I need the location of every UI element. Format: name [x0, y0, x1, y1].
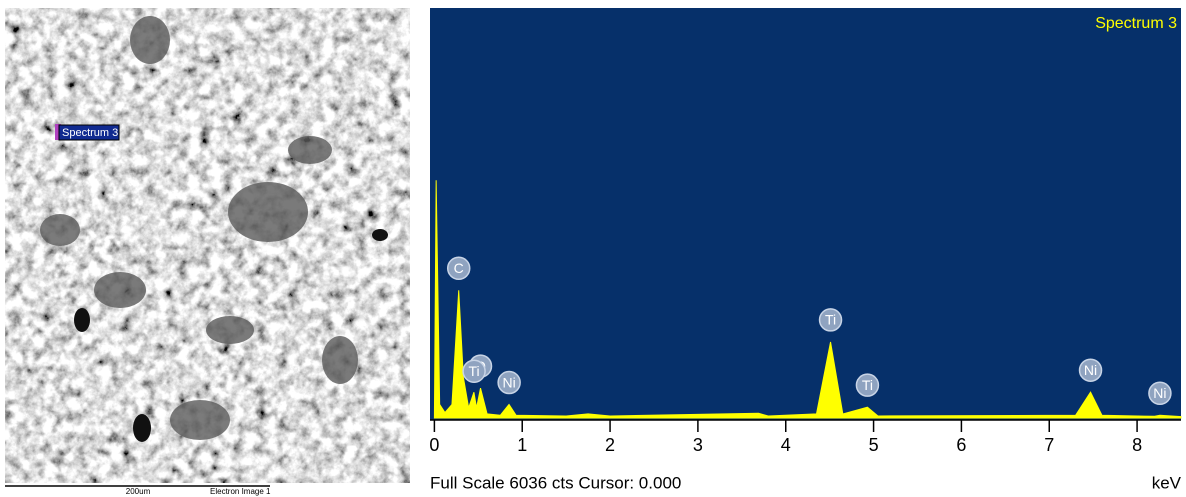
x-tick-label: 3 [693, 435, 703, 455]
x-tick-label: 8 [1132, 435, 1142, 455]
peak-label: C [454, 260, 464, 276]
peak-label: Ti [862, 377, 873, 393]
peak-label: Ni [1084, 362, 1097, 378]
spectrum-chart: Spectrum 3 keV Full Scale 6036 cts Curso… [429, 8, 1181, 492]
x-tick-label: 2 [605, 435, 615, 455]
peak-label: Ti [469, 363, 480, 379]
x-tick-label: 1 [517, 435, 527, 455]
scale-bar-label: 200um [126, 487, 151, 496]
peak-label: Ni [1153, 385, 1166, 401]
page: Spectrum 3 200um Electron Image 1 Spectr… [0, 0, 1186, 497]
x-tick-label: 7 [1044, 435, 1054, 455]
chart-title: Spectrum 3 [1095, 15, 1177, 32]
image-caption: Electron Image 1 [210, 487, 271, 496]
x-axis-label: keV [1152, 473, 1182, 492]
marker-label: Spectrum 3 [62, 127, 118, 139]
x-tick-label: 4 [781, 435, 791, 455]
peak-label: Ni [503, 374, 516, 390]
x-tick-label: 6 [956, 435, 966, 455]
footer: Full Scale 6036 cts Cursor: 0.000 [430, 473, 681, 492]
peak-label: Ti [825, 312, 836, 328]
plot-area [430, 8, 1181, 420]
x-tick-label: 0 [429, 435, 439, 455]
x-tick-label: 5 [869, 435, 879, 455]
micrograph: Spectrum 3 200um Electron Image 1 [5, 8, 410, 496]
